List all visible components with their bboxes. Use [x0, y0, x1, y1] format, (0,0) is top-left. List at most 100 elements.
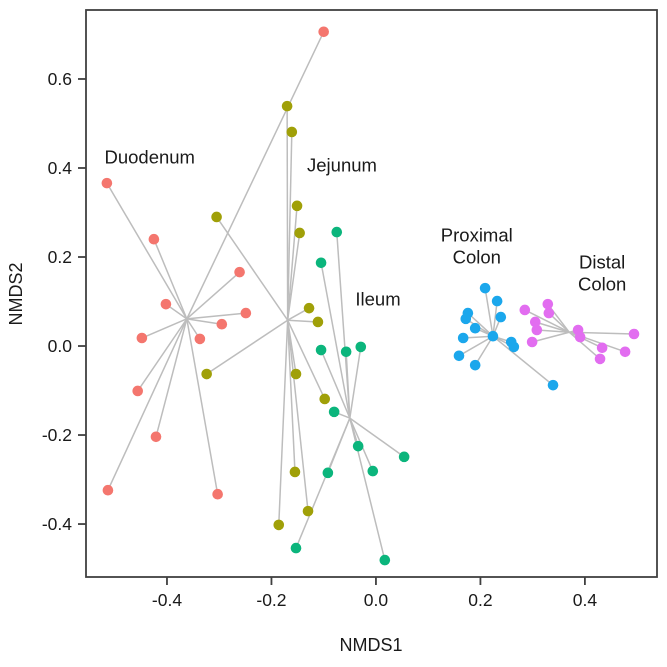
point-duodenum	[318, 26, 329, 38]
spider-line-jejunum	[286, 319, 296, 473]
point-ileum	[315, 257, 327, 269]
spider-line-jejunum	[286, 232, 301, 321]
point-jejunum	[302, 505, 314, 517]
group-label-proximal-colon: Colon	[453, 246, 501, 267]
point-ileum	[331, 226, 343, 238]
point-proximal-colon	[453, 350, 465, 362]
y-tick-label: -0.4	[42, 514, 72, 534]
point-distal-colon	[542, 298, 554, 310]
point-ileum	[340, 346, 352, 358]
point-distal-colon	[628, 328, 640, 340]
group-label-duodenum: Duodenum	[104, 146, 195, 167]
point-ileum	[355, 341, 367, 353]
point-distal-colon	[619, 346, 631, 358]
point-ileum	[367, 465, 379, 477]
y-tick-label: -0.2	[42, 425, 72, 445]
spider-line-duodenum	[136, 318, 188, 392]
point-distal-colon	[596, 342, 608, 354]
spider-line-duodenum	[186, 271, 241, 320]
point-proximal-colon	[495, 311, 507, 323]
spider-line-duodenum	[155, 318, 188, 438]
spider-line-ileum	[349, 417, 405, 458]
point-duodenum	[148, 233, 160, 245]
point-jejunum	[281, 100, 293, 112]
point-proximal-colon	[487, 330, 499, 342]
point-duodenum	[240, 307, 252, 319]
x-tick-label: 0.2	[468, 590, 492, 610]
point-duodenum	[194, 333, 206, 345]
point-proximal-colon	[547, 379, 559, 391]
spider-line-proximal-colon	[492, 300, 498, 337]
spider-line-duodenum	[153, 238, 188, 320]
spider-line-distal-colon	[534, 321, 570, 333]
spider-line-duodenum	[186, 318, 219, 495]
point-jejunum	[201, 368, 212, 380]
spider-line-jejunum	[278, 319, 289, 526]
spider-line-jejunum	[286, 205, 298, 321]
group-label-distal-colon: Distal	[579, 251, 625, 272]
y-tick-label: 0.4	[48, 158, 73, 178]
point-ileum	[290, 542, 302, 554]
point-ileum	[315, 344, 327, 356]
group-label-jejunum: Jejunum	[307, 154, 377, 175]
spider-line-distal-colon	[536, 329, 570, 333]
point-jejunum	[286, 126, 298, 138]
spider-line-duodenum	[107, 318, 188, 491]
point-ileum	[379, 554, 391, 566]
point-proximal-colon	[508, 341, 520, 353]
spider-line-ileum	[345, 351, 351, 419]
point-distal-colon	[529, 316, 541, 328]
point-jejunum	[319, 393, 331, 405]
point-distal-colon	[574, 331, 586, 343]
spider-line-proximal-colon	[467, 312, 494, 337]
point-jejunum	[294, 227, 305, 239]
point-duodenum	[101, 177, 113, 189]
group-label-ileum: Ileum	[355, 288, 400, 309]
point-jejunum	[273, 519, 285, 531]
x-tick-label: -0.2	[256, 590, 286, 610]
point-distal-colon	[543, 307, 555, 319]
point-proximal-colon	[460, 313, 472, 325]
spider-line-distal-colon	[568, 331, 601, 360]
point-duodenum	[136, 332, 148, 344]
spider-line-proximal-colon	[492, 335, 554, 386]
x-axis-title: NMDS1	[339, 635, 402, 655]
plot-box	[85, 9, 658, 578]
group-label-distal-colon: Colon	[578, 274, 626, 295]
spider-line-proximal-colon	[474, 335, 494, 366]
point-duodenum	[102, 484, 114, 496]
group-label-proximal-colon: Proximal	[441, 225, 513, 246]
point-proximal-colon	[479, 282, 491, 294]
y-tick-label: 0.6	[48, 69, 72, 89]
point-distal-colon	[526, 336, 538, 348]
point-duodenum	[132, 385, 144, 397]
spider-line-ileum	[320, 262, 351, 419]
point-jejunum	[312, 316, 324, 328]
point-distal-colon	[594, 353, 606, 365]
y-tick-label: 0.2	[48, 247, 72, 267]
point-duodenum	[150, 431, 162, 443]
point-jejunum	[290, 368, 302, 380]
point-distal-colon	[519, 304, 531, 316]
point-jejunum	[211, 211, 222, 223]
spider-line-duodenum	[106, 182, 188, 320]
plot-layers: -0.4 -0.2 0.0 0.2 0.4 -0.4 -0.2 0.0 0.2 0.4 0.6 Duo…	[42, 9, 658, 610]
spider-line-proximal-colon	[458, 335, 494, 357]
spider-line-duodenum	[141, 318, 188, 339]
spider-line-distal-colon	[524, 309, 570, 333]
spider-line-jejunum	[205, 319, 289, 375]
x-tick-label: -0.4	[152, 590, 182, 610]
y-tick-label: 0.0	[48, 336, 73, 356]
spider-line-duodenum	[186, 31, 325, 320]
spider-line-ileum	[349, 346, 362, 419]
point-ileum	[322, 467, 334, 479]
spider-line-distal-colon	[531, 331, 570, 343]
point-distal-colon	[531, 324, 543, 336]
point-duodenum	[160, 298, 172, 310]
x-tick-label: 0.0	[364, 590, 389, 610]
point-proximal-colon	[491, 295, 503, 307]
point-ileum	[328, 406, 340, 418]
spider-line-ileum	[320, 349, 351, 419]
